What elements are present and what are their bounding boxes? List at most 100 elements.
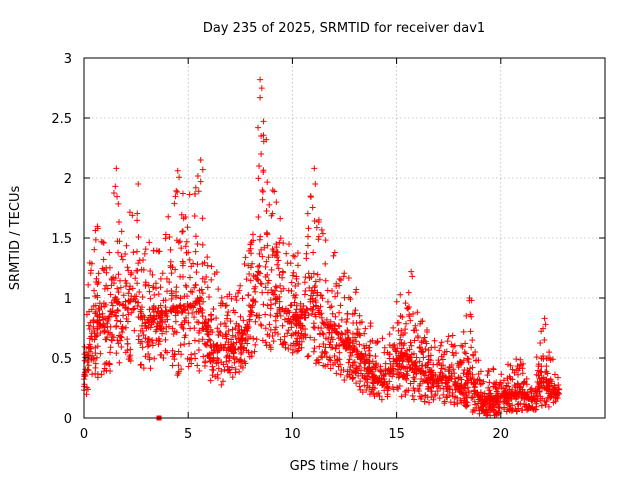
data-point xyxy=(177,273,184,280)
data-point xyxy=(180,306,187,313)
data-point xyxy=(525,403,532,410)
data-point xyxy=(324,321,331,328)
data-point xyxy=(313,224,320,231)
data-point xyxy=(546,349,553,356)
data-point xyxy=(159,308,166,315)
data-point xyxy=(147,324,154,331)
data-point xyxy=(218,359,225,366)
data-point xyxy=(439,370,446,377)
data-point xyxy=(363,356,370,363)
data-point xyxy=(132,275,139,282)
data-point xyxy=(357,378,364,385)
data-point xyxy=(395,374,402,381)
data-point xyxy=(273,284,280,291)
data-point xyxy=(469,394,476,401)
data-point xyxy=(506,407,513,414)
data-point xyxy=(454,400,461,407)
tick-labels: 0 5 10 15 20 0 0.5 1 1.5 2 2.5 3 xyxy=(51,52,509,442)
data-point xyxy=(281,333,288,340)
data-point xyxy=(302,331,309,338)
data-point xyxy=(98,371,105,378)
data-point xyxy=(270,338,277,345)
data-point xyxy=(99,310,106,317)
data-point xyxy=(246,318,253,325)
data-point xyxy=(541,385,548,392)
data-point xyxy=(462,350,469,357)
data-point xyxy=(211,271,218,278)
data-point xyxy=(537,369,544,376)
data-point xyxy=(272,300,279,307)
data-point xyxy=(236,368,243,375)
data-point xyxy=(233,320,240,327)
data-point xyxy=(334,289,341,296)
data-point xyxy=(280,240,287,247)
data-point xyxy=(338,316,345,323)
data-point xyxy=(292,283,299,290)
data-point xyxy=(153,337,160,344)
data-point xyxy=(192,281,199,288)
data-point xyxy=(421,398,428,405)
data-point xyxy=(125,298,132,305)
data-point xyxy=(198,286,205,293)
data-point xyxy=(178,211,185,218)
data-point xyxy=(155,248,162,255)
data-point xyxy=(86,335,93,342)
data-point xyxy=(199,260,206,267)
data-point xyxy=(149,271,156,278)
data-point xyxy=(85,362,92,369)
data-point xyxy=(281,316,288,323)
data-point xyxy=(229,326,236,333)
data-point xyxy=(126,355,133,362)
data-point xyxy=(150,315,157,322)
data-point xyxy=(257,280,264,287)
data-point xyxy=(333,328,340,335)
data-point xyxy=(259,188,266,195)
data-point xyxy=(242,324,249,331)
data-point xyxy=(467,328,474,335)
data-point xyxy=(207,358,214,365)
data-point xyxy=(101,303,108,310)
data-point xyxy=(117,318,124,325)
data-point xyxy=(131,305,138,312)
data-point xyxy=(410,310,417,317)
data-point xyxy=(134,267,141,274)
data-point-outlier xyxy=(112,183,119,190)
data-point xyxy=(157,284,164,291)
data-point xyxy=(273,199,280,206)
data-point xyxy=(195,308,202,315)
data-point xyxy=(298,307,305,314)
data-point xyxy=(117,337,124,344)
data-point xyxy=(414,309,421,316)
data-point xyxy=(225,339,232,346)
data-point xyxy=(449,349,456,356)
data-point xyxy=(509,393,516,400)
data-point xyxy=(113,317,120,324)
data-point xyxy=(315,218,322,225)
data-point xyxy=(448,373,455,380)
data-point xyxy=(386,331,393,338)
data-point xyxy=(304,353,311,360)
data-point xyxy=(427,357,434,364)
data-point xyxy=(283,250,290,257)
data-point xyxy=(395,352,402,359)
x-tick-label: 10 xyxy=(284,427,301,442)
data-point xyxy=(330,361,337,368)
data-point xyxy=(361,364,368,371)
data-point xyxy=(337,302,344,309)
data-point xyxy=(214,355,221,362)
y-tick-label: 2.5 xyxy=(51,112,72,127)
data-point xyxy=(403,363,410,370)
data-point xyxy=(200,353,207,360)
data-point xyxy=(410,385,417,392)
data-point xyxy=(157,319,164,326)
data-point xyxy=(201,278,208,285)
data-point xyxy=(393,371,400,378)
data-point xyxy=(262,325,269,332)
data-point xyxy=(85,345,92,352)
data-point xyxy=(192,233,199,240)
data-point xyxy=(274,249,281,256)
data-point xyxy=(409,392,416,399)
data-point xyxy=(207,312,214,319)
data-point xyxy=(458,381,465,388)
